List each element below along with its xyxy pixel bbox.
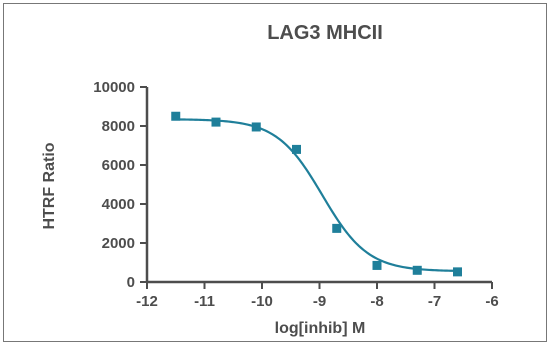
- data-point: [171, 111, 181, 121]
- chart-title: LAG3 MHCII: [267, 22, 383, 44]
- y-tick-label: 6000: [102, 157, 135, 174]
- x-tick-label: -9: [313, 293, 326, 310]
- data-point: [453, 267, 462, 277]
- data-point: [211, 117, 221, 127]
- x-tick-label: -6: [485, 293, 498, 310]
- chart-frame: [3, 3, 547, 342]
- x-tick-label: -12: [136, 293, 158, 310]
- y-tick-label: 10000: [93, 79, 135, 96]
- data-point: [292, 144, 301, 154]
- y-tick-label: 4000: [102, 196, 135, 213]
- data-point: [251, 122, 261, 132]
- y-tick-label: 0: [127, 274, 135, 291]
- fit-curve-group: [175, 118, 458, 272]
- x-tick-label: -8: [370, 293, 383, 310]
- fit-curve: [175, 118, 458, 272]
- tick-labels: 0 2000 4000 6000 8000 10000 -12 -11 -10 -9 -8 -7 -6: [93, 79, 498, 310]
- x-axis-label: log[inhib] M: [275, 320, 366, 337]
- data-point: [372, 260, 382, 270]
- data-points: [171, 111, 462, 277]
- x-tick-label: -7: [428, 293, 441, 310]
- y-tick-label: 8000: [102, 118, 135, 135]
- data-point: [412, 265, 422, 275]
- data-point: [332, 223, 342, 233]
- x-tick-label: -11: [194, 293, 215, 310]
- x-tick-label: -10: [251, 293, 273, 310]
- y-tick-label: 2000: [102, 235, 135, 252]
- axes: [140, 86, 493, 289]
- y-axis-label: HTRF Ratio: [41, 142, 58, 229]
